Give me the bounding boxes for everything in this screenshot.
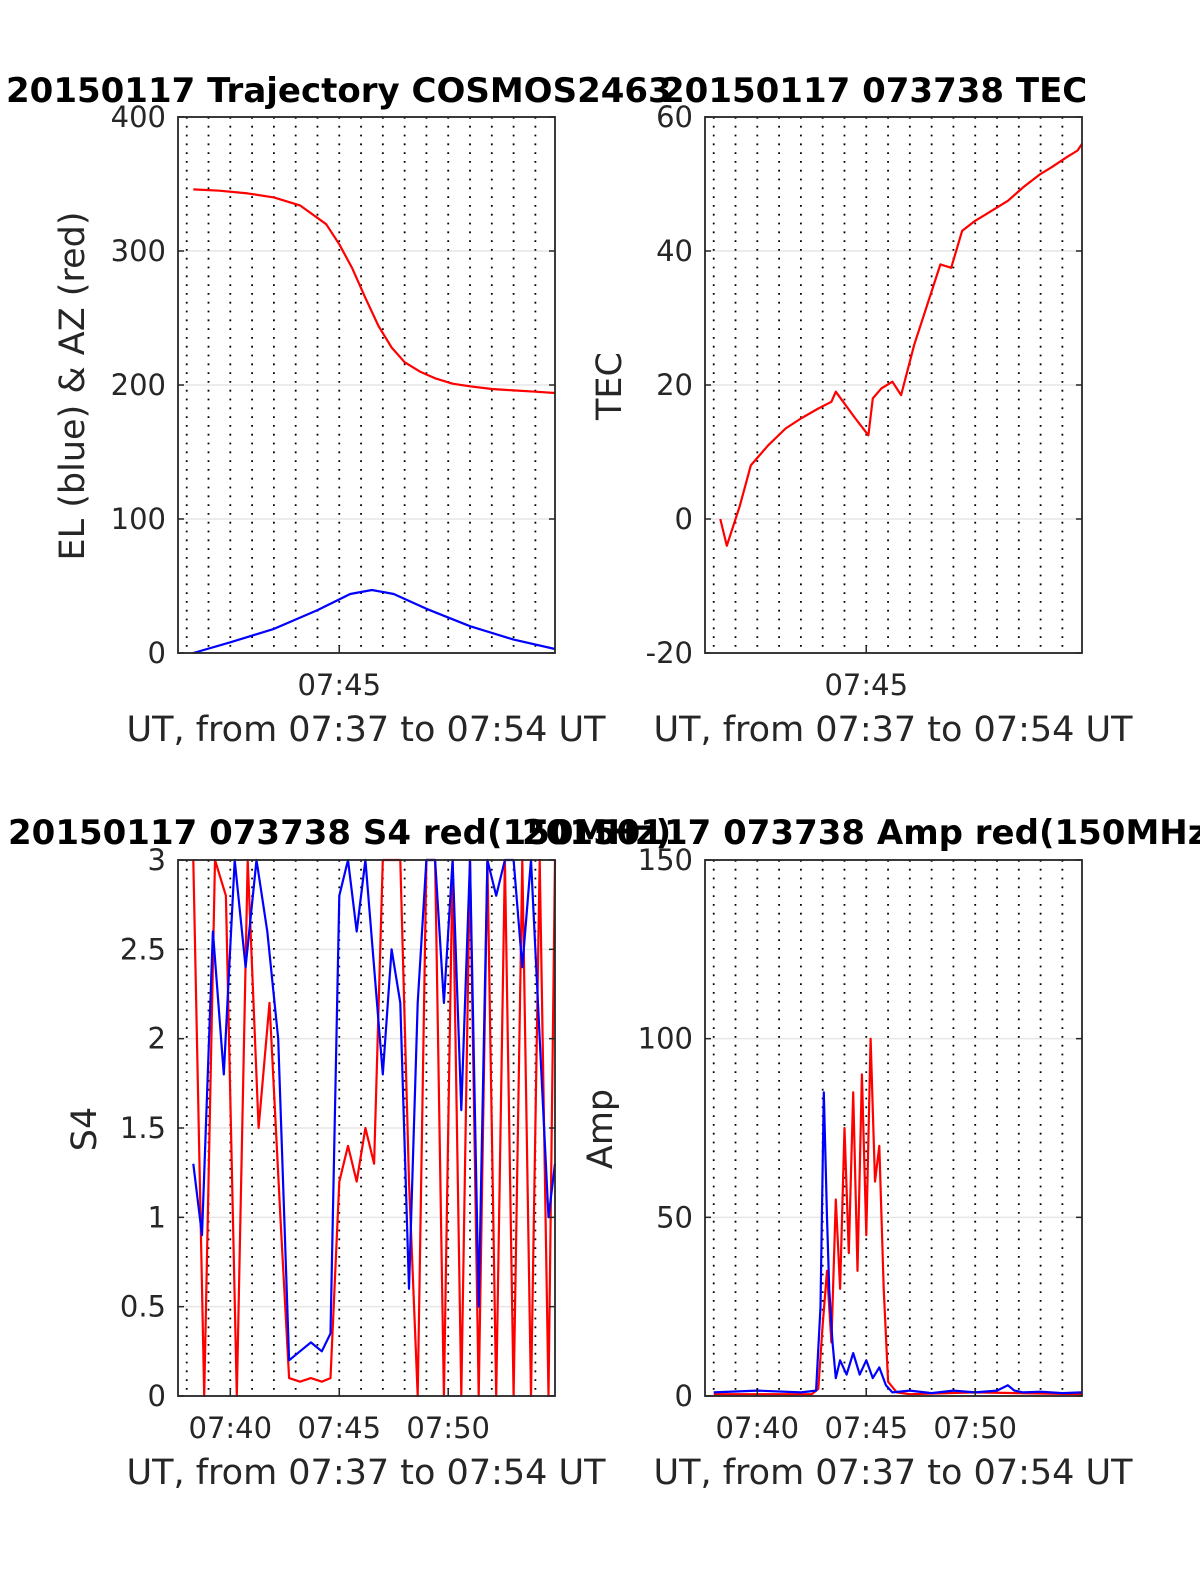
y-tick-label: 0 — [675, 1379, 693, 1413]
y-tick-label: 40 — [656, 234, 693, 268]
x-tick-label: 07:50 — [406, 1411, 490, 1445]
y-tick-label: 0 — [675, 502, 693, 536]
y-axis-label: Amp — [581, 1089, 621, 1169]
y-tick-label: 2.5 — [120, 932, 166, 966]
panel-amp: 0 50 100 150 07:40 07:45 07:50 20150117 073738… — [522, 813, 1200, 1493]
y-tick-label: 60 — [656, 100, 693, 134]
y-tick-label: 200 — [111, 368, 166, 402]
series-line — [719, 143, 1083, 547]
x-tick-label: 07:50 — [933, 1411, 1017, 1445]
panel-title: 20150117 Trajectory COSMOS2463 — [6, 71, 672, 111]
y-tick-label: 0 — [148, 1379, 166, 1413]
y-axis-label: TEC — [590, 352, 630, 421]
y-tick-label: 300 — [111, 234, 166, 268]
x-tick-label: 07:45 — [824, 1411, 908, 1445]
x-axis-label: UT, from 07:37 to 07:54 UT — [126, 1453, 606, 1493]
series-line — [192, 588, 556, 655]
series-line — [713, 1037, 1083, 1396]
x-tick-label: 07:45 — [297, 1411, 381, 1445]
panel-tec: -20 0 20 40 60 07:45 20150117 073738 TEC UT, … — [590, 71, 1133, 750]
y-tick-label: 1.5 — [120, 1111, 166, 1145]
y-tick-label: 0 — [148, 636, 166, 670]
y-tick-label: 0.5 — [120, 1290, 166, 1324]
series-line — [713, 1091, 1083, 1395]
x-axis-label: UT, from 07:37 to 07:54 UT — [653, 710, 1133, 750]
y-tick-label: 100 — [111, 502, 166, 536]
x-tick-label: 07:40 — [716, 1411, 800, 1445]
x-axis-label: UT, from 07:37 to 07:54 UT — [126, 710, 606, 750]
y-axis-label: EL (blue) & AZ (red) — [53, 212, 93, 561]
panel-title: 20150117 073738 TEC — [661, 71, 1087, 111]
x-axis-label: UT, from 07:37 to 07:54 UT — [653, 1453, 1133, 1493]
panel-s4: 0 0.5 1 1.5 2 2.5 3 07:40 07:45 07:50 20150117 07… — [8, 813, 671, 1493]
plot-frame — [704, 859, 1083, 1397]
y-tick-label: 400 — [111, 100, 166, 134]
panel-title: 20150117 073738 Amp red(150MHz) — [522, 813, 1200, 853]
y-tick-label: -20 — [646, 636, 693, 670]
x-tick-label: 07:45 — [824, 668, 908, 702]
y-tick-label: 100 — [638, 1022, 693, 1056]
y-tick-label: 20 — [656, 368, 693, 402]
y-tick-label: 1 — [148, 1200, 166, 1234]
series-line — [193, 188, 556, 395]
x-tick-label: 07:45 — [297, 668, 381, 702]
y-tick-label: 50 — [656, 1200, 693, 1234]
panel-title: 20150117 073738 S4 red(150MHz) — [8, 813, 671, 853]
y-axis-label: S4 — [65, 1107, 105, 1152]
y-tick-label: 2 — [148, 1022, 166, 1056]
x-tick-label: 07:40 — [189, 1411, 273, 1445]
series-line — [192, 858, 557, 1362]
y-tick-label: 150 — [638, 843, 693, 877]
panel-trajectory: 0 100 200 300 400 07:45 20150117 Trajectory C… — [6, 71, 672, 750]
y-tick-label: 3 — [148, 843, 166, 877]
